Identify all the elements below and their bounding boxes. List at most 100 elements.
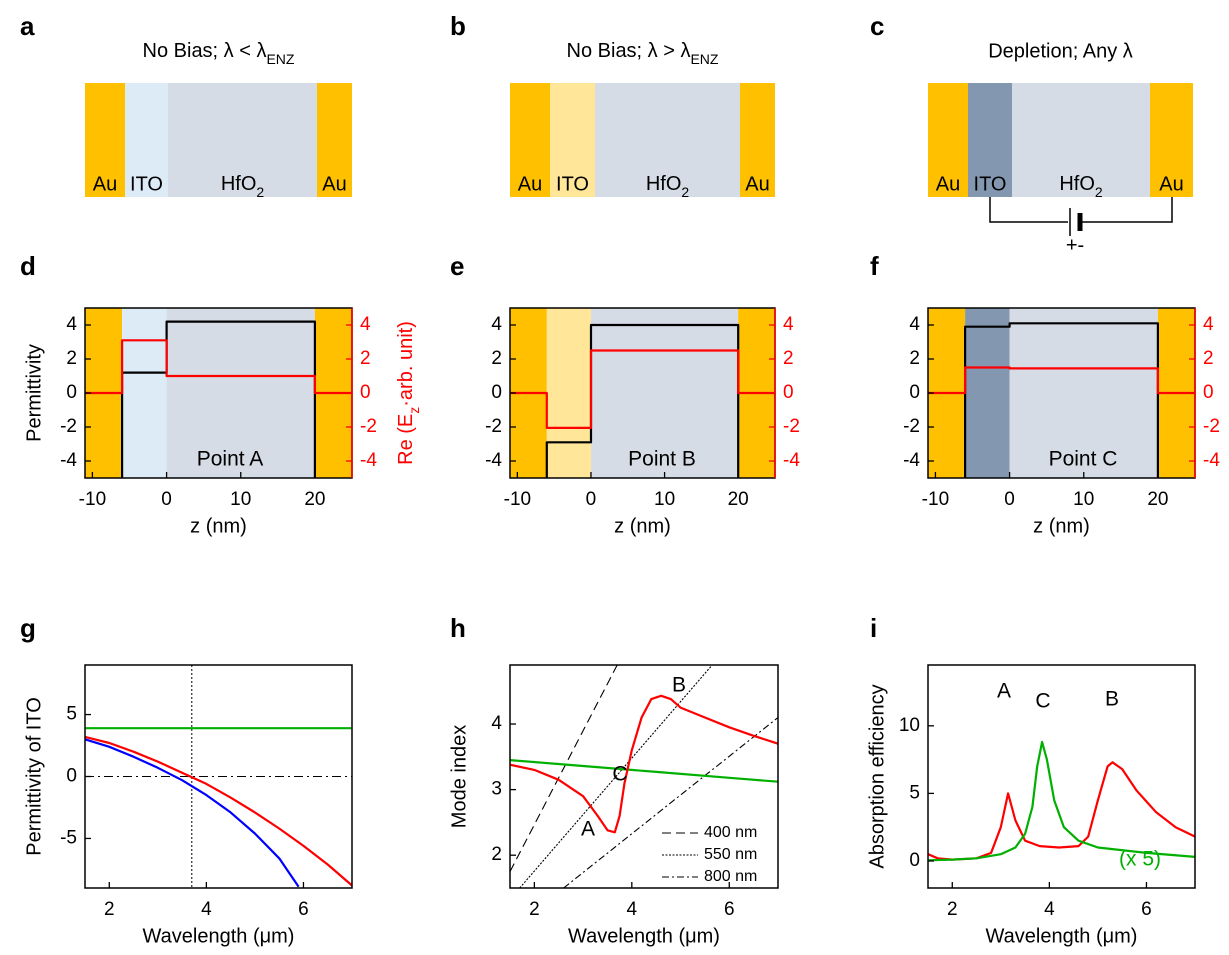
- panel-label: f: [870, 251, 879, 281]
- y-tick-label: 3: [491, 779, 502, 800]
- layer: [510, 83, 550, 197]
- legend-label: 800 nm: [704, 868, 757, 885]
- y2-axis-label: Re (Ez·arb. unit): [395, 321, 421, 465]
- annotation: A: [581, 818, 595, 841]
- y-tick-label: 4: [491, 314, 502, 335]
- y-tick-label: 2: [909, 348, 920, 369]
- layer: [740, 83, 775, 197]
- panel-label: c: [870, 11, 884, 41]
- x-tick-label: 10: [1073, 489, 1094, 510]
- y2-tick-label: -2: [783, 416, 800, 437]
- x-axis-label: z (nm): [190, 515, 247, 537]
- layer: [1012, 83, 1150, 197]
- y-tick-label: 5: [66, 704, 77, 725]
- y-tick-label: -4: [60, 450, 77, 471]
- panel-label: a: [20, 11, 35, 41]
- y-tick-label: 5: [909, 782, 920, 803]
- y-tick-label: 4: [909, 314, 920, 335]
- circuit: [989, 197, 1173, 236]
- y2-tick-label: -2: [1203, 416, 1220, 437]
- layer-label: Au: [936, 173, 960, 195]
- y-tick-label: -2: [485, 416, 502, 437]
- y-tick-label: 2: [491, 844, 502, 865]
- layer: [125, 83, 168, 197]
- layer: [968, 83, 1012, 197]
- series-line: [928, 740, 1195, 862]
- annotation: (x 5): [1119, 848, 1161, 871]
- diagram-title-part: No Bias; λ < λ: [143, 40, 267, 62]
- x-tick-label: 20: [1147, 489, 1168, 510]
- diagram-title-sub: ENZ: [266, 51, 294, 67]
- x-tick-label: 4: [627, 899, 638, 920]
- x-tick-label: 20: [728, 489, 749, 510]
- panel-label: e: [450, 251, 464, 281]
- x-tick-label: 0: [586, 489, 597, 510]
- x-tick-label: 20: [304, 489, 325, 510]
- x-tick-label: 10: [654, 489, 675, 510]
- y-tick-label: -4: [903, 450, 920, 471]
- y-axis-label: Mode index: [448, 725, 470, 828]
- y-tick-label: 4: [66, 314, 77, 335]
- x-tick-label: 4: [1044, 899, 1055, 920]
- y-axis-label: Absorption efficiency: [866, 684, 888, 868]
- annotation: Point A: [197, 448, 264, 471]
- plot-frame: [509, 664, 779, 889]
- layer-label: ITO: [556, 173, 589, 195]
- layer: [168, 83, 317, 197]
- y2-tick-label: -4: [360, 450, 377, 471]
- x-tick-label: -10: [922, 489, 949, 510]
- plot-area: [85, 665, 352, 888]
- layer-label-part: HfO: [646, 173, 682, 195]
- panel-label: d: [20, 251, 36, 281]
- x-tick-label: -10: [504, 489, 531, 510]
- y2-tick-label: 4: [783, 314, 794, 335]
- y2-tick-label: 2: [360, 348, 371, 369]
- y2-axis-label-sub: z: [406, 407, 422, 414]
- series-line: [510, 349, 775, 429]
- series-line: [85, 339, 352, 395]
- x-tick-label: -10: [79, 489, 106, 510]
- region: [965, 308, 1010, 478]
- panel-label: i: [870, 613, 877, 643]
- y-tick-label: -4: [485, 450, 502, 471]
- layer-label-sub: 2: [1095, 184, 1103, 200]
- diagram-title-sub: ENZ: [690, 51, 718, 67]
- region: [166, 308, 315, 478]
- x-tick-label: 2: [947, 899, 958, 920]
- y-axis-label: Permittivity: [23, 344, 45, 442]
- y-tick-label: 0: [491, 382, 502, 403]
- series-line: [510, 759, 778, 783]
- layer-label: Au: [518, 173, 542, 195]
- layer-label: ITO: [974, 173, 1007, 195]
- x-tick-label: 6: [298, 899, 309, 920]
- x-tick-label: 4: [201, 899, 212, 920]
- y-tick-label: -2: [903, 416, 920, 437]
- plot-area: [928, 308, 1195, 478]
- layer-label: ITO: [130, 173, 163, 195]
- x-tick-label: 6: [724, 899, 735, 920]
- annotation: A: [997, 680, 1011, 703]
- layer-label: Au: [745, 173, 769, 195]
- y-tick-label: 0: [909, 382, 920, 403]
- series-line: [85, 738, 300, 888]
- y2-axis-label-part: ·arb. unit): [395, 321, 417, 407]
- x-axis-label: z (nm): [1033, 515, 1090, 537]
- series-line: [964, 322, 1159, 478]
- layer-label-sub: 2: [681, 184, 689, 200]
- series-line: [510, 665, 618, 872]
- layer-label-part: HfO: [221, 173, 257, 195]
- layer-label-part: HfO: [1059, 173, 1095, 195]
- diagram-title-part: No Bias; λ > λ: [567, 40, 691, 62]
- y-tick-label: 2: [491, 348, 502, 369]
- diagram-title: No Bias; λ > λENZ: [567, 40, 719, 66]
- annotation: B: [672, 674, 686, 697]
- x-axis-label: Wavelength (μm): [143, 925, 295, 947]
- region: [546, 308, 591, 478]
- y-tick-label: -2: [60, 416, 77, 437]
- y2-tick-label: 0: [1203, 382, 1214, 403]
- x-tick-label: 2: [529, 899, 540, 920]
- series-line: [563, 717, 778, 888]
- annotation: C: [1035, 690, 1050, 713]
- y-tick-label: 4: [491, 713, 502, 734]
